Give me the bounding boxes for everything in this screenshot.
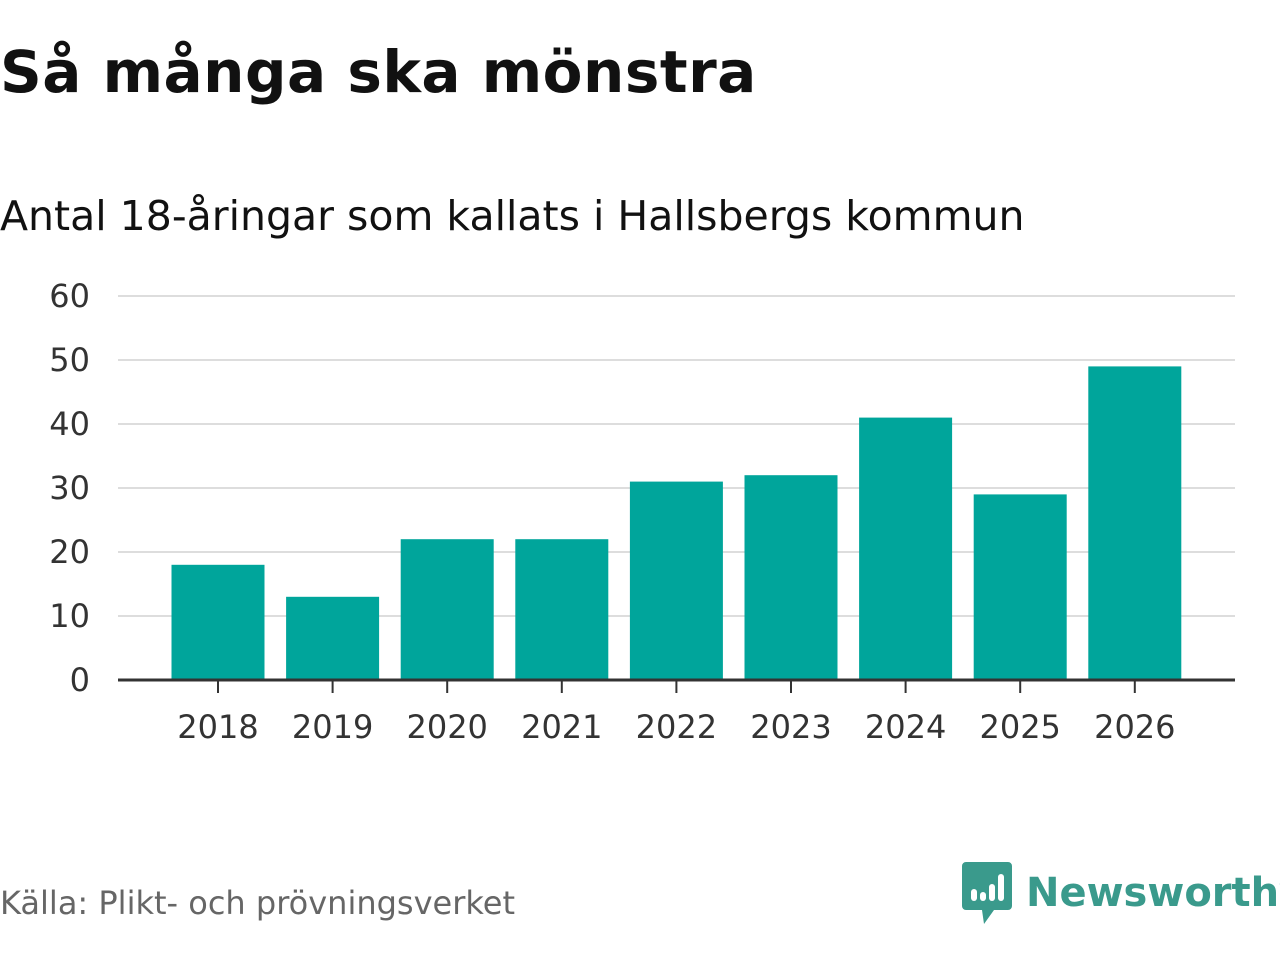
- brand-logo: Newsworthy: [962, 862, 1280, 924]
- x-tick-label: 2018: [177, 708, 258, 746]
- x-tick-label: 2025: [979, 708, 1060, 746]
- x-tick-label: 2021: [521, 708, 602, 746]
- bar: [400, 539, 494, 680]
- y-tick-label: 10: [49, 597, 90, 635]
- bar: [859, 417, 953, 680]
- bar: [973, 494, 1067, 680]
- bar: [744, 475, 838, 680]
- bar: [515, 539, 609, 680]
- y-tick-label: 40: [49, 405, 90, 443]
- chart-subtitle: Antal 18-åringar som kallats i Hallsberg…: [0, 192, 1025, 240]
- x-tick-label: 2026: [1094, 708, 1175, 746]
- x-tick-label: 2024: [865, 708, 946, 746]
- bar: [1088, 366, 1182, 680]
- y-tick-label: 30: [49, 469, 90, 507]
- x-tick-label: 2022: [636, 708, 717, 746]
- y-tick-label: 50: [49, 341, 90, 379]
- x-tick-label: 2020: [406, 708, 487, 746]
- y-tick-label: 0: [70, 661, 90, 699]
- source-note: Källa: Plikt- och prövningsverket: [0, 884, 515, 922]
- bar: [286, 596, 380, 680]
- y-tick-label: 60: [49, 277, 90, 315]
- x-tick-label: 2023: [750, 708, 831, 746]
- newsworthy-logo-icon: [962, 862, 1012, 924]
- bar: [171, 564, 265, 680]
- x-tick-label: 2019: [292, 708, 373, 746]
- bar: [629, 481, 723, 680]
- y-tick-label: 20: [49, 533, 90, 571]
- brand-name: Newsworthy: [1026, 870, 1280, 916]
- chart-title: Så många ska mönstra: [0, 38, 757, 106]
